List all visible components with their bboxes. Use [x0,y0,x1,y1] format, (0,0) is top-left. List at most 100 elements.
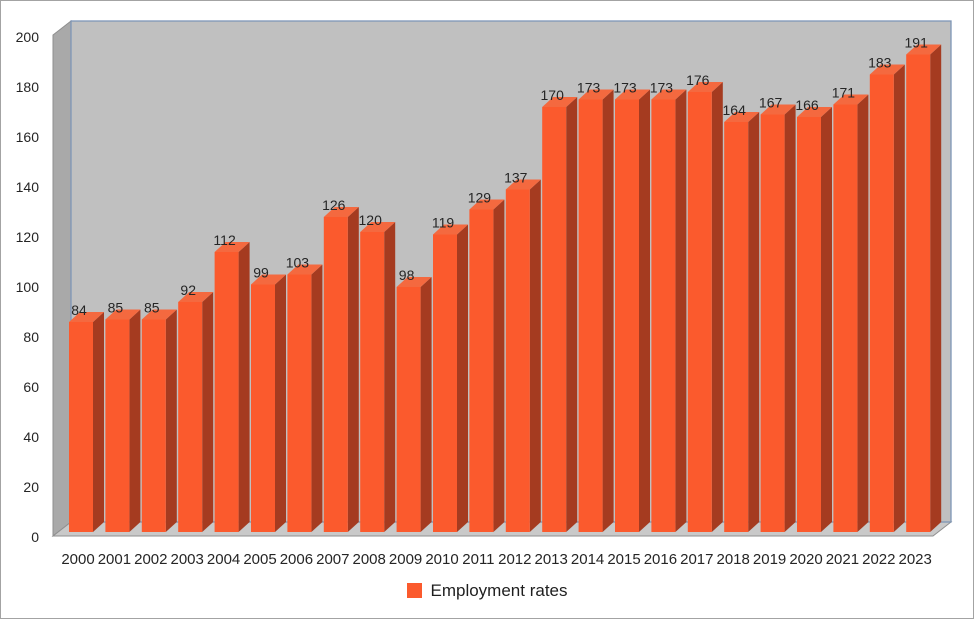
data-label: 176 [686,72,710,88]
y-axis-label: 100 [16,279,40,295]
x-axis-label: 2005 [243,551,276,568]
bar-top-face [651,89,687,100]
x-axis-label: 2018 [717,551,750,568]
bar-2000[interactable] [69,312,104,532]
bar-2004[interactable] [214,242,250,532]
bar-front-face [105,319,130,532]
bar-2015[interactable] [615,89,650,533]
data-label: 167 [759,95,783,111]
y-axis-label: 200 [16,29,40,45]
bar-side-face [347,207,359,532]
bar-front-face [469,209,494,532]
bar-2008[interactable] [360,222,396,532]
bar-side-face [311,264,323,532]
bar-2009[interactable] [396,277,432,532]
bar-side-face [930,44,942,532]
bar-side-face [129,309,141,532]
bar-top-face [578,89,614,100]
bar-front-face [615,99,639,532]
y-axis-label: 80 [23,329,39,345]
data-label: 120 [359,212,383,228]
legend[interactable]: Employment rates [1,582,973,599]
y-axis-label: 20 [23,479,39,495]
bar-2016[interactable] [651,89,687,533]
legend-swatch [406,583,422,598]
bar-2023[interactable] [906,44,942,533]
bar-top-face [69,312,104,322]
bar-top-face [105,309,141,320]
bar-2022[interactable] [869,64,905,533]
bar-2010[interactable] [433,224,468,533]
bar-top-face [542,97,578,107]
bar-2012[interactable] [505,179,541,533]
bar-side-face [457,224,468,532]
x-axis-label: 2007 [316,551,349,568]
bar-top-face [214,242,250,252]
bar-front-face [906,54,931,532]
data-label: 173 [577,80,601,96]
bar-2014[interactable] [578,89,614,533]
x-axis-label: 2013 [535,551,568,568]
legend-label: Employment rates [430,581,568,600]
bar-side-face [748,112,760,532]
bar-top-face [469,199,505,210]
bar-top-face [687,82,723,92]
bar-2018[interactable] [724,112,760,532]
data-label: 171 [832,85,856,101]
data-label: 112 [213,232,236,248]
bar-side-face [784,104,796,532]
y-axis-label: 140 [16,179,40,195]
x-axis-label: 2000 [61,551,94,568]
data-label: 85 [144,300,160,316]
bar-front-face [505,189,530,532]
data-label: 166 [795,97,819,113]
data-label: 137 [504,170,528,186]
data-label: 129 [468,190,492,206]
bar-front-face [251,284,275,532]
bar-top-face [906,44,942,55]
bar-2001[interactable] [105,309,141,533]
bar-2021[interactable] [833,94,869,533]
bar-2013[interactable] [542,97,578,532]
x-axis-label: 2008 [353,551,386,568]
bar-top-face [178,292,214,302]
x-axis-label: 2017 [680,551,713,568]
bar-side-face [639,89,650,532]
bar-2017[interactable] [687,82,723,532]
x-axis-label: 2004 [207,551,240,568]
bar-side-face [821,107,832,532]
bar-side-face [602,89,614,532]
y-axis-label: 40 [23,429,39,445]
bar-top-face [141,309,177,320]
bar-top-face [760,104,796,115]
bar-front-face [214,252,239,532]
data-label: 183 [868,55,892,71]
bar-top-face [323,207,359,217]
bar-2020[interactable] [797,107,832,532]
bar-2005[interactable] [251,274,286,533]
bar-front-face [833,104,858,532]
bar-front-face [542,107,567,532]
y-axis-label: 160 [16,129,40,145]
data-label: 164 [723,102,747,118]
bar-side-face [675,89,687,532]
bar-2003[interactable] [178,292,214,532]
data-label: 170 [541,87,565,103]
bar-top-face [869,64,905,75]
data-label: 103 [286,255,310,271]
bar-2011[interactable] [469,199,505,533]
bar-front-face [797,117,821,532]
bar-2002[interactable] [141,309,177,533]
bar-side-face [275,274,286,532]
bar-side-face [238,242,250,532]
bar-2019[interactable] [760,104,796,533]
bar-2007[interactable] [323,207,359,532]
x-axis-label: 2002 [134,551,167,568]
bar-side-face [165,309,177,532]
bar-top-face [251,274,286,285]
side-wall [52,19,72,538]
bar-side-face [420,277,432,532]
bar-2006[interactable] [287,264,323,533]
